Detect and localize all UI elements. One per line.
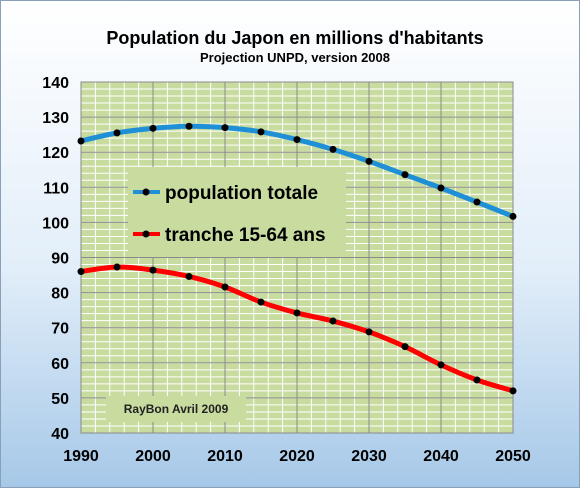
data-point [221, 124, 229, 132]
x-tick-label: 2030 [351, 448, 387, 465]
data-point [329, 317, 337, 325]
y-tick-label: 40 [51, 426, 69, 443]
data-point [437, 184, 445, 192]
y-tick-label: 70 [51, 321, 69, 338]
data-point [293, 309, 301, 317]
legend-marker-15-64 [142, 230, 150, 238]
legend-box [128, 167, 346, 257]
y-tick-label: 110 [43, 180, 69, 197]
data-point [77, 268, 85, 276]
credit-text: RayBon Avril 2009 [124, 402, 229, 416]
x-tick-label: 2020 [279, 448, 315, 465]
data-point [365, 328, 373, 336]
x-tick-label: 2010 [207, 448, 243, 465]
data-point [509, 387, 517, 395]
y-axis: 40 50 60 70 80 90 100 110 120 130 140 [42, 75, 69, 443]
data-point [113, 129, 121, 137]
y-tick-label: 60 [51, 356, 69, 373]
data-point [401, 343, 409, 351]
x-tick-label: 2000 [135, 448, 171, 465]
chart-title: Population du Japon en millions d'habita… [106, 28, 483, 48]
legend-label-15-64: tranche 15-64 ans [165, 225, 326, 246]
data-point [113, 263, 121, 271]
legend-marker-total [142, 188, 150, 196]
data-point [293, 136, 301, 144]
y-tick-label: 120 [42, 145, 69, 162]
data-point [185, 122, 193, 130]
credit-box [106, 396, 246, 422]
data-point [149, 266, 157, 274]
data-point [509, 212, 517, 220]
data-point [149, 124, 157, 132]
data-point [77, 137, 85, 145]
data-point [257, 298, 265, 306]
y-tick-label: 90 [51, 251, 69, 268]
data-point [365, 157, 373, 165]
y-tick-label: 50 [51, 391, 69, 408]
data-point [329, 145, 337, 153]
legend: population totale tranche 15-64 ans [128, 167, 346, 257]
y-tick-label: 80 [51, 286, 69, 303]
credit-annotation: RayBon Avril 2009 [106, 396, 246, 422]
data-point [185, 272, 193, 280]
y-tick-label: 140 [42, 75, 69, 92]
y-tick-label: 130 [42, 110, 69, 127]
legend-label-total: population totale [165, 183, 318, 204]
x-tick-label: 2040 [423, 448, 459, 465]
x-axis: 1990 2000 2010 2020 2030 2040 2050 [63, 448, 531, 465]
x-tick-label: 2050 [495, 448, 531, 465]
data-point [473, 376, 481, 384]
series-points [77, 122, 517, 395]
data-point [257, 128, 265, 136]
data-point [221, 283, 229, 291]
y-tick-label: 100 [42, 215, 69, 232]
data-point [473, 198, 481, 206]
x-tick-label: 1990 [63, 448, 99, 465]
data-point [437, 361, 445, 369]
chart-subtitle: Projection UNPD, version 2008 [200, 50, 390, 65]
data-point [401, 171, 409, 179]
